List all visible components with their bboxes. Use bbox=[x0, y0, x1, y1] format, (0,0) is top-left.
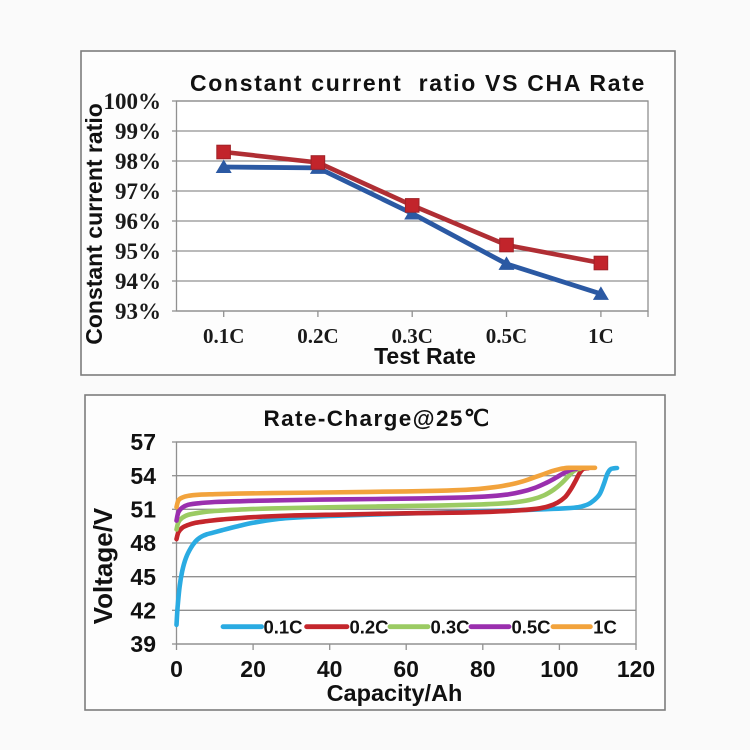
svg-text:97%: 97% bbox=[115, 179, 161, 204]
svg-text:94%: 94% bbox=[115, 269, 161, 294]
svg-text:0.5C: 0.5C bbox=[511, 617, 550, 638]
svg-text:0.2C: 0.2C bbox=[349, 617, 388, 638]
svg-text:40: 40 bbox=[317, 656, 343, 682]
svg-text:Capacity/Ah: Capacity/Ah bbox=[327, 680, 463, 706]
svg-text:100: 100 bbox=[540, 656, 578, 682]
svg-text:100%: 100% bbox=[104, 89, 162, 114]
svg-text:Rate-Charge@25℃: Rate-Charge@25℃ bbox=[263, 406, 490, 431]
svg-text:0.3C: 0.3C bbox=[391, 324, 432, 348]
svg-text:60: 60 bbox=[393, 656, 419, 682]
svg-text:0.1C: 0.1C bbox=[203, 324, 244, 348]
svg-text:57: 57 bbox=[130, 429, 156, 455]
svg-text:0.3C: 0.3C bbox=[430, 617, 469, 638]
svg-text:1C: 1C bbox=[593, 617, 617, 638]
svg-text:120: 120 bbox=[617, 656, 655, 682]
svg-text:20: 20 bbox=[240, 656, 266, 682]
svg-text:Constant current ratio VS CHA: Constant current ratio VS CHA Rate bbox=[190, 70, 646, 96]
svg-text:93%: 93% bbox=[115, 299, 161, 324]
svg-text:1C: 1C bbox=[588, 324, 614, 348]
svg-text:0: 0 bbox=[170, 656, 183, 682]
svg-text:39: 39 bbox=[130, 631, 156, 657]
svg-text:80: 80 bbox=[470, 656, 496, 682]
svg-text:48: 48 bbox=[130, 530, 156, 556]
svg-text:54: 54 bbox=[130, 463, 156, 489]
svg-text:45: 45 bbox=[130, 564, 156, 590]
svg-text:0.2C: 0.2C bbox=[297, 324, 338, 348]
svg-text:0.1C: 0.1C bbox=[263, 617, 302, 638]
svg-text:98%: 98% bbox=[115, 149, 161, 174]
svg-text:99%: 99% bbox=[115, 119, 161, 144]
svg-text:42: 42 bbox=[130, 598, 156, 624]
svg-text:0.5C: 0.5C bbox=[486, 324, 527, 348]
svg-text:96%: 96% bbox=[115, 209, 161, 234]
svg-text:95%: 95% bbox=[115, 239, 161, 264]
svg-text:Constant current ratio: Constant current ratio bbox=[81, 103, 107, 345]
svg-text:Test Rate: Test Rate bbox=[374, 343, 476, 369]
svg-text:51: 51 bbox=[130, 497, 156, 523]
svg-text:Voltage/V: Voltage/V bbox=[88, 507, 118, 624]
